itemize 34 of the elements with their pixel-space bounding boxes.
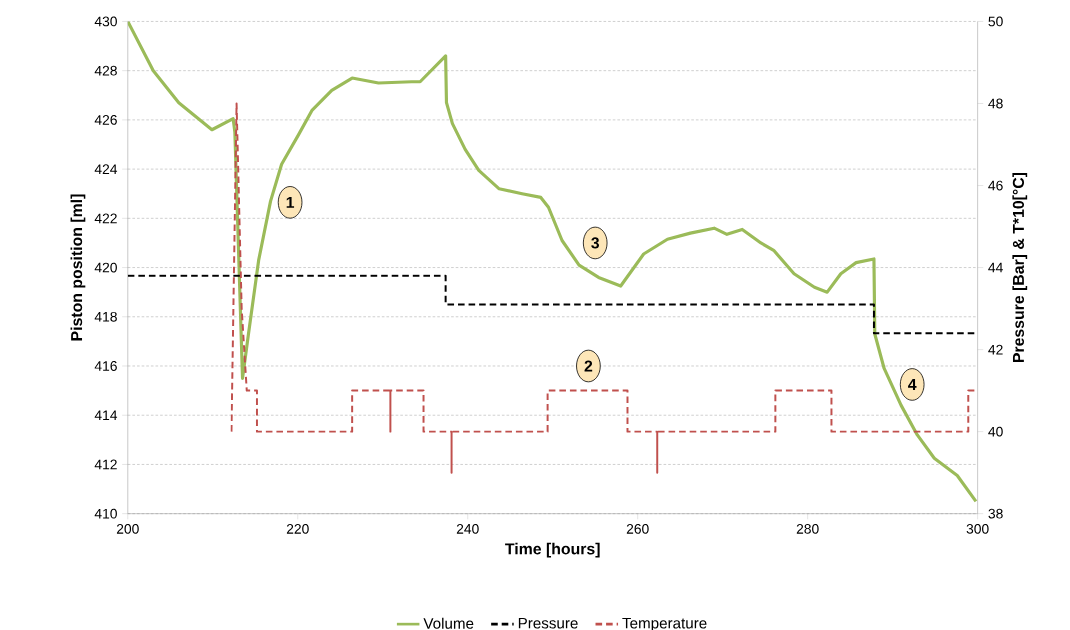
x-tick-label: 280 xyxy=(796,523,819,534)
annotation: 3 xyxy=(591,237,600,249)
y2-tick-label: 48 xyxy=(988,98,1003,109)
x-axis-title: Time [hours] xyxy=(505,542,600,558)
annotation: 2 xyxy=(584,360,593,372)
y-tick-label: 428 xyxy=(94,65,117,76)
y-tick-label: 422 xyxy=(94,213,117,223)
y2-axis-title: Pressure [Bar] & T*10[°C] xyxy=(1012,172,1028,362)
y-tick-label: 412 xyxy=(94,459,117,470)
annotation: 4 xyxy=(908,378,917,390)
x-tick-label: 240 xyxy=(456,523,479,534)
y-tick-label: 416 xyxy=(94,360,117,371)
y2-tick-label: 38 xyxy=(988,508,1003,519)
x-tick-label: 300 xyxy=(966,523,989,534)
legend-label: Volume xyxy=(423,617,474,629)
line-series xyxy=(127,21,978,503)
y2-tick-label: 44 xyxy=(988,262,1003,273)
annotation: 1 xyxy=(286,196,295,208)
y-tick-label: 418 xyxy=(94,311,117,322)
y-tick-label: 430 xyxy=(94,16,117,27)
y2-tick-label: 42 xyxy=(988,344,1003,355)
y-tick-label: 420 xyxy=(94,262,117,273)
x-tick-label: 220 xyxy=(286,523,309,534)
y2-tick-label: 46 xyxy=(988,180,1003,191)
x-tick-label: 200 xyxy=(116,523,139,534)
y2-tick-label: 50 xyxy=(988,16,1003,27)
y2-tick-label: 40 xyxy=(988,426,1003,437)
y-tick-label: 410 xyxy=(94,508,117,519)
y-tick-label: 426 xyxy=(94,114,117,125)
y-tick-label: 424 xyxy=(94,164,118,174)
x-tick-label: 260 xyxy=(626,523,649,534)
y-tick-label: 414 xyxy=(94,410,118,420)
legend-label: Pressure xyxy=(518,617,578,629)
y-axis-title: Piston position [ml] xyxy=(70,194,86,341)
